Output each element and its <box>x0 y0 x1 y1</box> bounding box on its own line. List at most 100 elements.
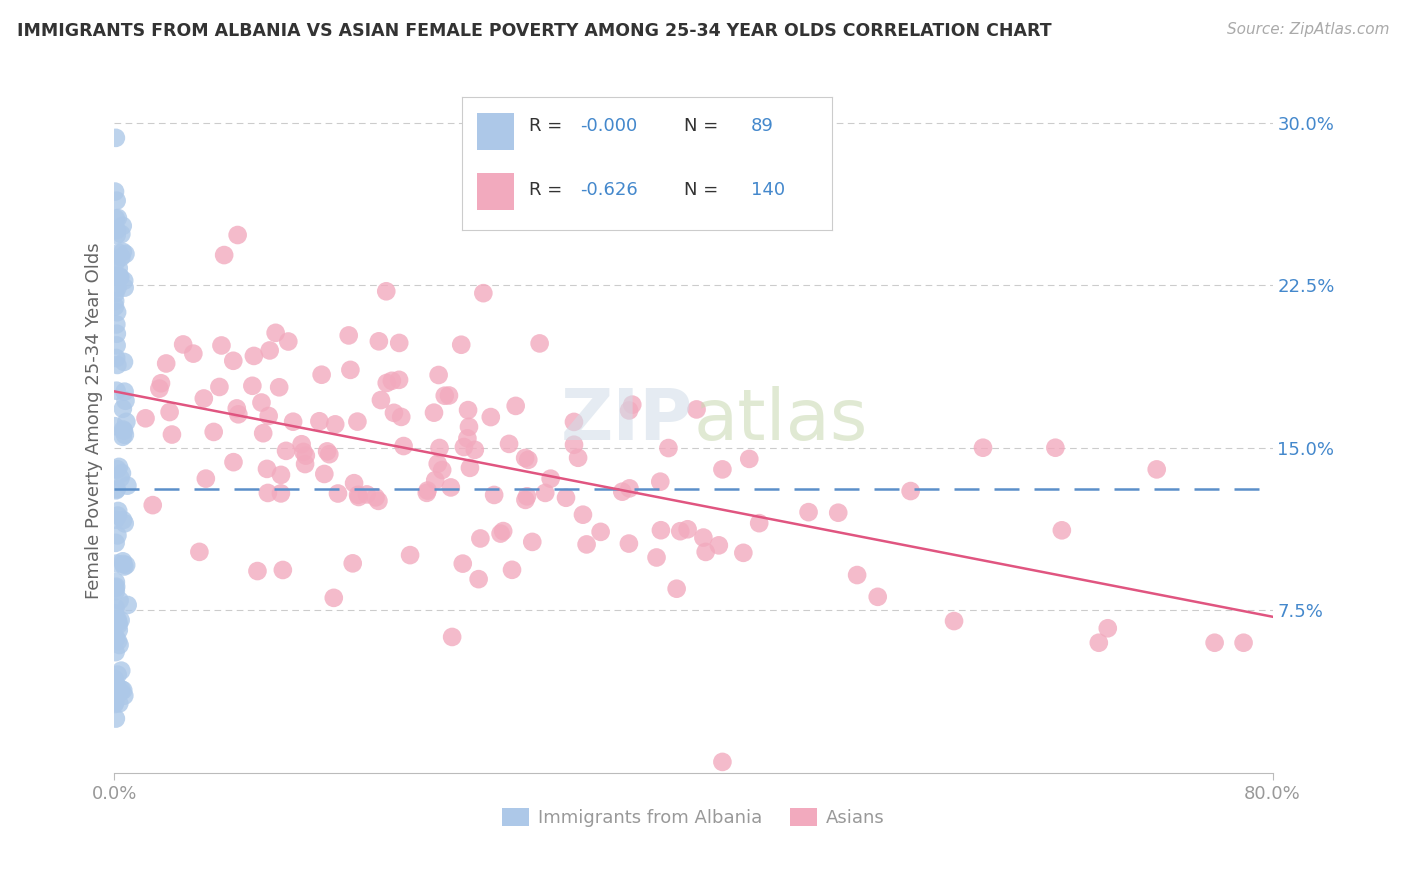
Point <box>711 462 734 476</box>
Point <box>222 353 245 368</box>
Point <box>515 450 537 465</box>
Point <box>356 487 378 501</box>
Point <box>104 419 127 434</box>
Point <box>115 415 138 429</box>
Point <box>450 337 472 351</box>
Text: Source: ZipAtlas.com: Source: ZipAtlas.com <box>1226 22 1389 37</box>
Point <box>347 490 370 504</box>
Point <box>208 380 231 394</box>
Point <box>105 227 128 242</box>
Point <box>107 508 129 523</box>
Point <box>111 430 134 444</box>
Point <box>467 572 489 586</box>
Point <box>108 459 131 474</box>
Point <box>104 645 127 659</box>
Point <box>274 443 297 458</box>
Point <box>148 382 170 396</box>
Point <box>453 440 475 454</box>
Point <box>621 398 644 412</box>
Point <box>866 590 889 604</box>
Point <box>160 427 183 442</box>
Point <box>107 245 129 260</box>
Point <box>112 557 135 571</box>
Point <box>314 467 336 481</box>
Point <box>108 270 131 285</box>
Point <box>427 368 450 382</box>
Point <box>104 584 127 599</box>
Text: ZIP: ZIP <box>561 386 693 455</box>
Point <box>375 376 398 390</box>
Point <box>110 685 132 699</box>
Point <box>257 486 280 500</box>
Point <box>827 506 849 520</box>
Point <box>540 472 562 486</box>
Point <box>458 419 481 434</box>
Point <box>114 280 136 294</box>
Point <box>225 401 247 416</box>
Point <box>562 415 585 429</box>
Point <box>114 393 136 408</box>
Point <box>194 472 217 486</box>
Point <box>505 399 527 413</box>
Point <box>107 667 129 681</box>
Point <box>105 483 128 498</box>
Point <box>440 480 463 494</box>
Point <box>692 531 714 545</box>
Point <box>342 557 364 571</box>
Point <box>416 486 439 500</box>
Point <box>669 524 692 539</box>
Point <box>183 346 205 360</box>
Point <box>107 613 129 627</box>
Point <box>114 247 136 261</box>
Point <box>105 482 128 496</box>
Point <box>202 425 225 439</box>
Point <box>318 447 340 461</box>
Point <box>375 285 398 299</box>
Point <box>458 460 481 475</box>
Point <box>107 634 129 648</box>
Point <box>472 286 495 301</box>
Point <box>108 697 131 711</box>
Point <box>104 513 127 527</box>
Text: atlas: atlas <box>693 386 868 455</box>
Point <box>589 524 612 539</box>
Y-axis label: Female Poverty Among 25-34 Year Olds: Female Poverty Among 25-34 Year Olds <box>86 243 103 599</box>
Point <box>370 393 392 408</box>
Point <box>105 305 128 319</box>
Point <box>339 363 361 377</box>
Point <box>104 286 127 301</box>
Point <box>292 445 315 459</box>
Point <box>650 475 672 489</box>
Point <box>107 261 129 276</box>
Point <box>104 600 127 615</box>
Point <box>482 488 505 502</box>
Point <box>900 484 922 499</box>
Point <box>464 442 486 457</box>
Point <box>1050 524 1073 538</box>
Point <box>105 194 128 208</box>
Point <box>271 563 294 577</box>
Point <box>1045 441 1067 455</box>
Point <box>112 513 135 527</box>
Point <box>104 293 127 308</box>
Point <box>389 409 412 424</box>
Point <box>399 548 422 562</box>
Point <box>295 449 318 463</box>
Point <box>107 528 129 542</box>
Point <box>972 441 994 455</box>
Point <box>1232 636 1254 650</box>
Point <box>381 374 404 388</box>
Point <box>456 431 478 445</box>
Point <box>322 591 344 605</box>
Point <box>451 557 474 571</box>
Point <box>256 462 278 476</box>
Point <box>243 349 266 363</box>
Point <box>115 558 138 573</box>
Point <box>112 274 135 288</box>
Point <box>264 326 287 340</box>
Point <box>211 338 233 352</box>
Point <box>111 466 134 480</box>
Point <box>107 280 129 294</box>
Point <box>114 516 136 531</box>
Point <box>517 452 540 467</box>
